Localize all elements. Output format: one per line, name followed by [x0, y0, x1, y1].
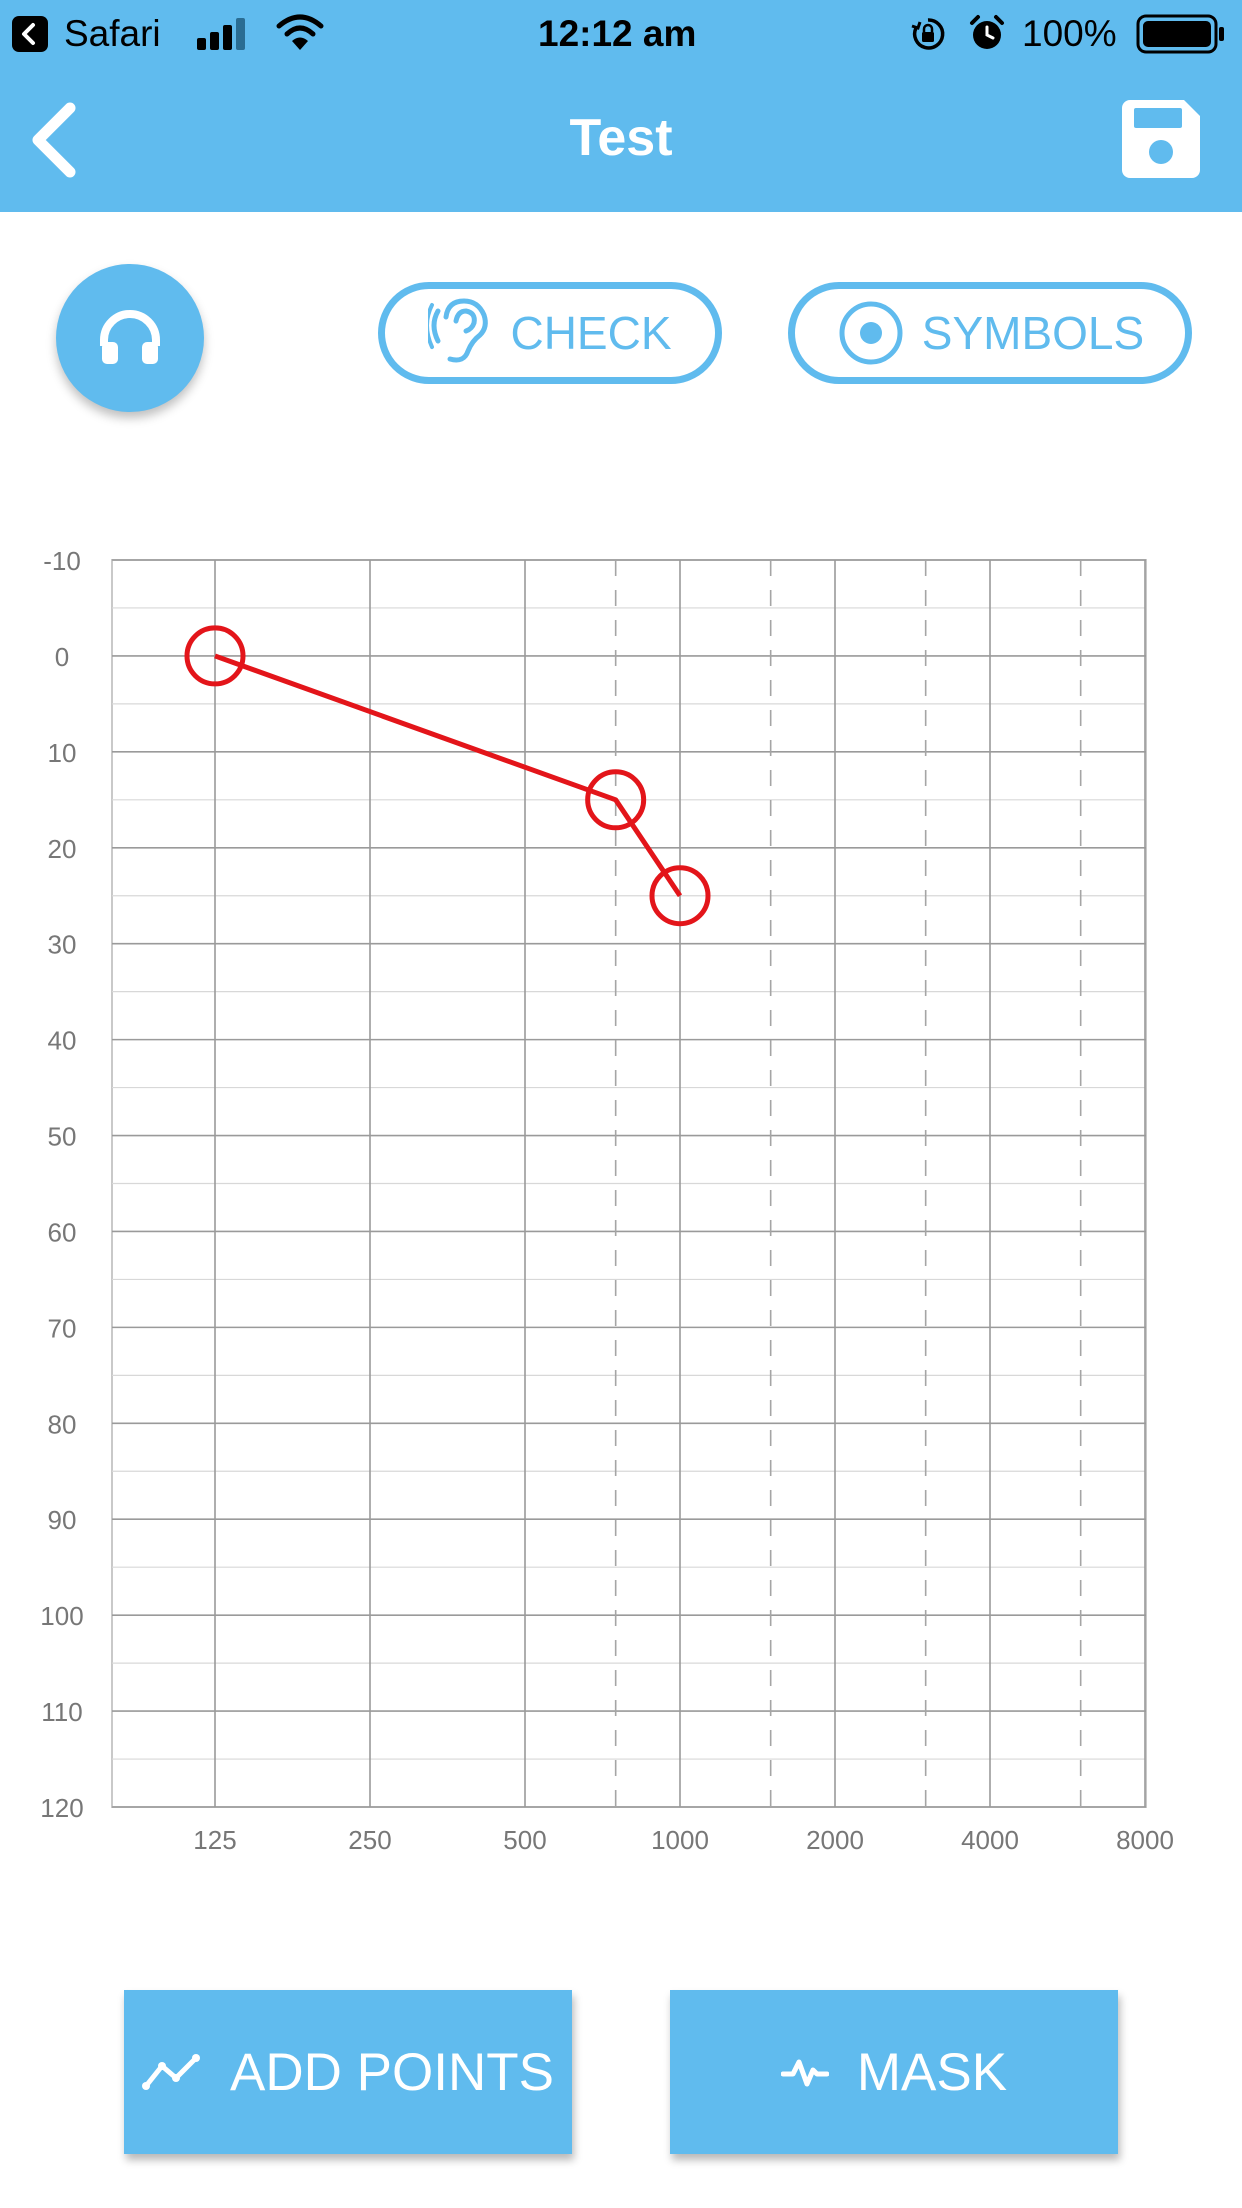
add-points-label: ADD POINTS: [230, 2042, 554, 2102]
orientation-lock-icon: [911, 18, 945, 50]
check-label: CHECK: [510, 307, 672, 359]
x-tick-label: 2000: [806, 1825, 864, 1855]
data-point-marker: [649, 865, 711, 927]
y-tick-label: 60: [48, 1217, 77, 1247]
battery-icon: [1136, 14, 1224, 54]
symbols-button[interactable]: SYMBOLS: [788, 282, 1192, 384]
pulse-icon: [780, 2059, 829, 2087]
y-tick-label: 80: [48, 1409, 77, 1439]
alarm-icon: [970, 15, 1004, 49]
back-chevron-icon[interactable]: [24, 98, 84, 182]
x-tick-label: 500: [503, 1825, 546, 1855]
y-tick-label: 110: [41, 1697, 82, 1727]
x-tick-label: 4000: [961, 1825, 1019, 1855]
y-tick-label: 0: [55, 642, 69, 672]
wifi-icon: [276, 14, 324, 50]
series-line: [214, 653, 683, 898]
y-tick-label: 100: [40, 1601, 83, 1631]
page-title: Test: [569, 109, 673, 167]
y-tick-label: 70: [48, 1313, 77, 1343]
x-tick-label: 1000: [651, 1825, 709, 1855]
navigation-bar: Test: [0, 68, 1242, 212]
check-button[interactable]: CHECK: [378, 282, 722, 384]
back-to-app-icon[interactable]: [12, 16, 48, 52]
add-points-button[interactable]: ADD POINTS: [124, 1990, 572, 2154]
y-tick-label: 90: [48, 1505, 77, 1535]
signal-icon: [197, 18, 245, 50]
status-bar: Safari 12:12 am 100%: [0, 0, 1242, 68]
symbols-label: SYMBOLS: [921, 307, 1145, 359]
y-tick-label: 50: [48, 1122, 77, 1152]
y-tick-label: 40: [48, 1026, 77, 1056]
mask-label: MASK: [856, 2042, 1008, 2102]
y-tick-label: -10: [43, 546, 81, 576]
y-tick-label: 10: [48, 738, 77, 768]
y-tick-label: 30: [48, 930, 77, 960]
data-point-marker: [585, 769, 647, 831]
y-tick-label: 120: [40, 1793, 83, 1823]
data-point-marker: [184, 625, 246, 687]
status-time: 12:12 am: [538, 13, 697, 54]
x-tick-label: 8000: [1116, 1825, 1174, 1855]
headphones-button[interactable]: [56, 264, 204, 412]
mask-button[interactable]: MASK: [670, 1990, 1118, 2154]
status-app-name[interactable]: Safari: [64, 13, 161, 54]
line-chart-icon: [142, 2054, 201, 2090]
headphones-icon: [100, 310, 160, 364]
y-tick-label: 20: [48, 834, 77, 864]
target-icon: [839, 301, 903, 365]
x-tick-label: 250: [348, 1825, 391, 1855]
x-tick-label: 125: [193, 1825, 236, 1855]
ear-icon: [428, 298, 489, 363]
status-battery-percent: 100%: [1022, 13, 1117, 54]
save-icon[interactable]: [1122, 100, 1200, 178]
audiogram-chart[interactable]: -10 0 10 20 30 40 50 60 70 80 90 100 110 120 125 250 500…: [0, 520, 1242, 1900]
